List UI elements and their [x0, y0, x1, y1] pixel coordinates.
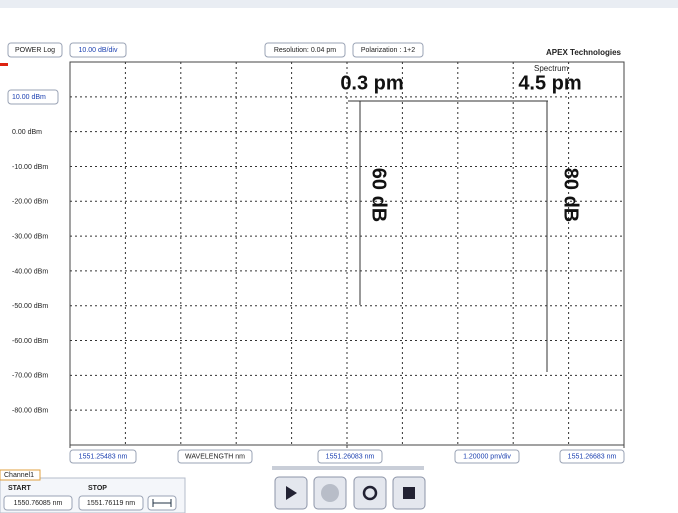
x-tick-label: 1551.26683 nm [568, 453, 617, 460]
y-tick-label: -10.00 dBm [12, 164, 48, 171]
y-tick-label: -70.00 dBm [12, 373, 48, 380]
resolution: Resolution: 0.04 pm [274, 47, 336, 54]
stop-box[interactable] [78, 495, 144, 511]
polarization: Polarization : 1+2 [361, 47, 415, 54]
x-right-box [559, 449, 625, 464]
marker [0, 63, 8, 66]
brand: APEX Technologies [546, 48, 622, 57]
stop-label: STOP [88, 485, 107, 492]
repeat-icon [362, 485, 378, 501]
resolution-box[interactable] [264, 42, 346, 58]
run-icon [286, 486, 297, 500]
y-tick-label: -60.00 dBm [12, 338, 48, 345]
span: 1.20000 pm/div [463, 453, 511, 460]
chart-title: Spectrum [534, 64, 569, 73]
channel-tab[interactable] [0, 469, 41, 481]
x-center-box [317, 449, 383, 464]
power-box[interactable] [7, 42, 63, 58]
annotation-bracket [348, 100, 548, 372]
scale-box[interactable] [69, 42, 127, 58]
y-tick-label: 0.00 dBm [12, 129, 42, 136]
annotation: 80 dB [560, 168, 582, 222]
stop-icon [403, 487, 415, 499]
x-left-box [69, 449, 137, 464]
y-tick-label: 10.00 dBm [12, 94, 46, 101]
x-name-box[interactable] [177, 449, 253, 464]
toolbar-rail [272, 466, 424, 470]
power-mode: POWER Log [15, 47, 55, 54]
auto-icon [321, 484, 339, 502]
x-tick-label: 1551.26083 nm [326, 453, 375, 460]
top-strip [0, 0, 678, 8]
stop-value: 1551.76119 nm [87, 500, 135, 507]
scale: 10.00 dB/div [79, 47, 118, 54]
annotation: 0.3 pm [340, 72, 403, 94]
ref-level-box[interactable] [7, 89, 59, 105]
annotation: 4.5 pm [518, 72, 581, 94]
x-tick-label: 1551.25483 nm [79, 453, 128, 460]
y-tick-label: -30.00 dBm [12, 233, 48, 240]
polarization-box[interactable] [352, 42, 424, 58]
channel: Channel1 [4, 472, 34, 479]
start-value: 1550.76085 nm [14, 500, 63, 507]
span-box[interactable] [454, 449, 520, 464]
repeat-button[interactable] [353, 476, 387, 510]
y-tick-label: -50.00 dBm [12, 303, 48, 310]
y-tick-label: -80.00 dBm [12, 408, 48, 415]
start-box[interactable] [3, 495, 73, 511]
span-icon [152, 499, 172, 507]
y-tick-label: -40.00 dBm [12, 268, 48, 275]
y-tick-label: -20.00 dBm [12, 199, 48, 206]
annotation: 60 dB [368, 168, 390, 222]
start-label: START [8, 485, 32, 492]
x-axis-name: WAVELENGTH nm [185, 453, 245, 460]
